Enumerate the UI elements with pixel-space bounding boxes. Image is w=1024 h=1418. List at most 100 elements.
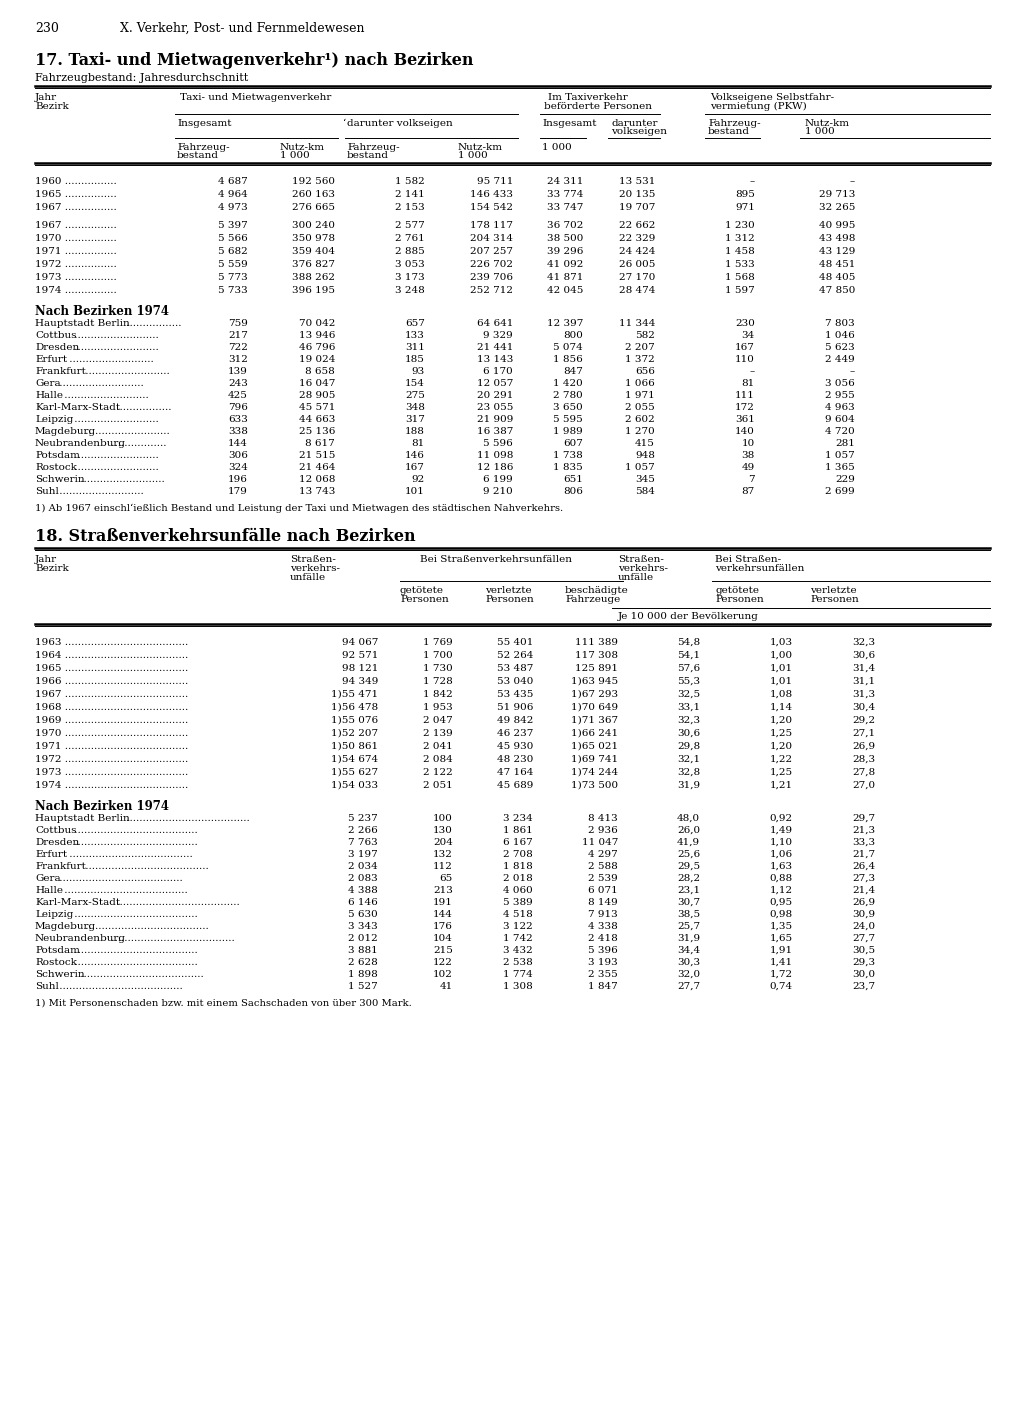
Text: 1)73 500: 1)73 500 <box>570 781 618 790</box>
Text: 1)74 244: 1)74 244 <box>570 769 618 777</box>
Text: volkseigen: volkseigen <box>611 128 667 136</box>
Text: 44 663: 44 663 <box>299 415 335 424</box>
Text: 1,20: 1,20 <box>770 742 793 752</box>
Text: 13 531: 13 531 <box>618 177 655 186</box>
Text: 1 818: 1 818 <box>503 862 534 871</box>
Text: 1 066: 1 066 <box>626 379 655 389</box>
Text: 94 349: 94 349 <box>342 676 378 686</box>
Text: 1)54 674: 1)54 674 <box>331 754 378 764</box>
Text: 30,4: 30,4 <box>852 703 874 712</box>
Text: Gera: Gera <box>35 873 60 883</box>
Text: 48 451: 48 451 <box>818 259 855 269</box>
Text: ......................................: ...................................... <box>67 849 193 859</box>
Text: 204 314: 204 314 <box>470 234 513 242</box>
Text: 20 135: 20 135 <box>618 190 655 199</box>
Text: 1971 ................: 1971 ................ <box>35 247 117 257</box>
Text: Erfurt: Erfurt <box>35 354 68 364</box>
Text: 1 835: 1 835 <box>553 464 583 472</box>
Text: Straßen-: Straßen- <box>290 554 336 564</box>
Text: 243: 243 <box>228 379 248 389</box>
Text: 9 604: 9 604 <box>825 415 855 424</box>
Text: 40 995: 40 995 <box>818 221 855 230</box>
Text: verkehrsunfällen: verkehrsunfällen <box>715 564 805 573</box>
Text: 1,06: 1,06 <box>770 849 793 859</box>
Text: 1974 ................: 1974 ................ <box>35 286 117 295</box>
Text: 1)55 627: 1)55 627 <box>331 769 378 777</box>
Text: 10: 10 <box>741 440 755 448</box>
Text: 18. Straßenverkehrsunfälle nach Bezirken: 18. Straßenverkehrsunfälle nach Bezirken <box>35 527 416 545</box>
Text: 55 401: 55 401 <box>497 638 534 647</box>
Text: Nutz-km: Nutz-km <box>280 143 325 152</box>
Text: 25,7: 25,7 <box>677 922 700 932</box>
Text: 3 122: 3 122 <box>503 922 534 932</box>
Text: 1)50 861: 1)50 861 <box>331 742 378 752</box>
Text: 1) Mit Personenschaden bzw. mit einem Sachschaden von über 300 Mark.: 1) Mit Personenschaden bzw. mit einem Sa… <box>35 1000 412 1008</box>
Text: 1 728: 1 728 <box>423 676 453 686</box>
Text: 2 034: 2 034 <box>348 862 378 871</box>
Text: 1971 ......................................: 1971 ...................................… <box>35 742 188 752</box>
Text: 196: 196 <box>228 475 248 484</box>
Text: ......................................: ...................................... <box>82 922 209 932</box>
Text: 213: 213 <box>433 886 453 895</box>
Text: 117 308: 117 308 <box>575 651 618 659</box>
Text: 1 308: 1 308 <box>503 983 534 991</box>
Text: 8 658: 8 658 <box>305 367 335 376</box>
Text: .................: ................. <box>124 319 182 328</box>
Text: 6 146: 6 146 <box>348 898 378 908</box>
Text: 5 773: 5 773 <box>218 274 248 282</box>
Text: 41 092: 41 092 <box>547 259 583 269</box>
Text: 1 000: 1 000 <box>280 150 309 160</box>
Text: 1 372: 1 372 <box>626 354 655 364</box>
Text: ......................................: ...................................... <box>61 886 187 895</box>
Text: 1,22: 1,22 <box>770 754 793 764</box>
Text: 5 733: 5 733 <box>218 286 248 295</box>
Text: 2 602: 2 602 <box>626 415 655 424</box>
Text: 1963 ......................................: 1963 ...................................… <box>35 638 188 647</box>
Text: 1970 ................: 1970 ................ <box>35 234 117 242</box>
Text: 1,25: 1,25 <box>770 729 793 737</box>
Text: 1 856: 1 856 <box>553 354 583 364</box>
Text: 1)66 241: 1)66 241 <box>570 729 618 737</box>
Text: .................: ................. <box>108 440 166 448</box>
Text: 5 074: 5 074 <box>553 343 583 352</box>
Text: 4 388: 4 388 <box>348 886 378 895</box>
Text: 46 796: 46 796 <box>299 343 335 352</box>
Text: 16 047: 16 047 <box>299 379 335 389</box>
Text: 230: 230 <box>35 23 58 35</box>
Text: 38,5: 38,5 <box>677 910 700 919</box>
Text: verletzte: verletzte <box>485 586 531 596</box>
Text: 1 730: 1 730 <box>423 664 453 674</box>
Text: 2 708: 2 708 <box>503 849 534 859</box>
Text: 3 343: 3 343 <box>348 922 378 932</box>
Text: 132: 132 <box>433 849 453 859</box>
Text: 5 559: 5 559 <box>218 259 248 269</box>
Text: 2 936: 2 936 <box>588 827 618 835</box>
Text: 92: 92 <box>412 475 425 484</box>
Text: 759: 759 <box>228 319 248 328</box>
Text: 11 047: 11 047 <box>582 838 618 847</box>
Text: 345: 345 <box>635 475 655 484</box>
Text: 229: 229 <box>836 475 855 484</box>
Text: Straßen-: Straßen- <box>618 554 664 564</box>
Text: Fahrzeug-: Fahrzeug- <box>347 143 399 152</box>
Text: 30,6: 30,6 <box>852 651 874 659</box>
Text: 2 418: 2 418 <box>588 934 618 943</box>
Text: 1 270: 1 270 <box>626 427 655 435</box>
Text: ..........................: .......................... <box>55 486 143 496</box>
Text: 226 702: 226 702 <box>470 259 513 269</box>
Text: 32,0: 32,0 <box>677 970 700 978</box>
Text: 2 051: 2 051 <box>423 781 453 790</box>
Text: 376 827: 376 827 <box>292 259 335 269</box>
Text: 1960 ................: 1960 ................ <box>35 177 117 186</box>
Text: 139: 139 <box>228 367 248 376</box>
Text: 12 186: 12 186 <box>476 464 513 472</box>
Text: Fahrzeuge: Fahrzeuge <box>565 596 621 604</box>
Text: 24,0: 24,0 <box>852 922 874 932</box>
Text: 348: 348 <box>406 403 425 413</box>
Text: 1,10: 1,10 <box>770 838 793 847</box>
Text: 1,49: 1,49 <box>770 827 793 835</box>
Text: 49 842: 49 842 <box>497 716 534 725</box>
Text: 31,9: 31,9 <box>677 781 700 790</box>
Text: 1)52 207: 1)52 207 <box>331 729 378 737</box>
Text: 2 141: 2 141 <box>395 190 425 199</box>
